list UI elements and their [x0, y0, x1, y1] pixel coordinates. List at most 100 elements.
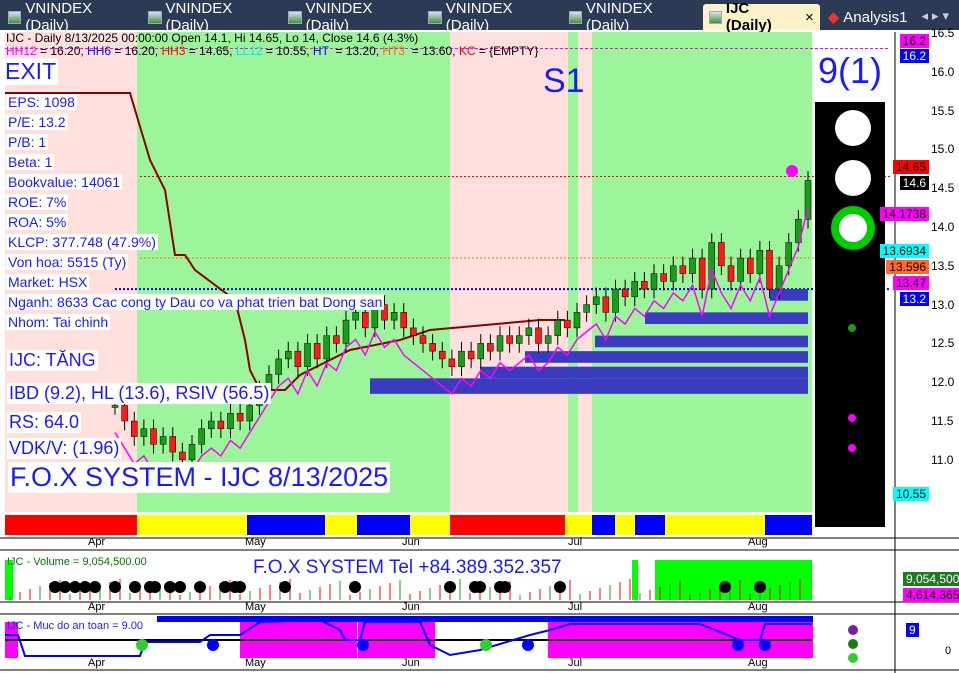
candle: [718, 242, 725, 267]
candle: [804, 180, 812, 220]
price-tag: 16.2: [899, 49, 929, 63]
tab-label: VNINDEX (Daily): [305, 0, 373, 34]
indicator-dot: [848, 324, 856, 332]
support-zone: [645, 312, 808, 324]
ohlc-header: IJC - Daily 8/13/2025 00:00:00 Open 14.1…: [6, 31, 419, 45]
candle: [439, 350, 446, 360]
month-label: Jun: [402, 657, 420, 669]
volume-marker: [349, 581, 361, 593]
volume-marker: [444, 581, 456, 593]
volume-title: IJC - Volume = 9,054,500.00: [7, 556, 147, 568]
watermark: F.O.X SYSTEM - IJC 8/13/2025: [8, 462, 391, 493]
chart-window[interactable]: Apr May Jun Jul Aug Apr May Jun Jul Aug Apr May Jun J…: [0, 26, 959, 673]
candle: [352, 312, 359, 321]
volume-ma-tag: 4,614,365: [903, 588, 959, 602]
tab-vnindex-5[interactable]: VNINDEX (Daily): [563, 0, 701, 34]
level-text: HH12: [6, 44, 37, 58]
trend-color-bar: [325, 515, 357, 535]
candle: [727, 265, 735, 282]
month-label: Jun: [402, 601, 420, 613]
trailing-stop-line: [5, 92, 565, 391]
candle: [429, 343, 436, 352]
tab-nav-arrows[interactable]: ◂▸▾: [921, 8, 954, 23]
volume-highlight: [655, 560, 812, 600]
fundamental-item: P/B: 1: [6, 134, 49, 150]
candle: [496, 335, 504, 352]
zone-band: [568, 32, 578, 512]
candle: [342, 319, 350, 344]
candle: [131, 420, 138, 437]
tab-label: VNINDEX (Daily): [585, 0, 653, 34]
candle: [583, 304, 590, 313]
candle: [679, 265, 687, 274]
level-text: HH6: [87, 44, 112, 58]
volume-highlight: [632, 560, 638, 600]
price-tag: 13.47: [892, 276, 929, 290]
candle: [785, 242, 792, 267]
chart-icon: [428, 10, 442, 24]
candle: [179, 451, 186, 461]
close-tab-icon[interactable]: ×: [804, 8, 814, 26]
zone-band: [450, 32, 568, 512]
price-chart[interactable]: Apr May Jun Jul Aug Apr May Jun Jul Aug Apr May Jun J…: [0, 30, 959, 673]
level-text: = {EMPTY}: [475, 44, 539, 58]
volume-marker: [164, 581, 176, 593]
status-item: VDK/V: (1.96): [7, 438, 122, 459]
volume-marker: [234, 581, 246, 593]
fundamental-item: EPS: 1098: [6, 94, 77, 110]
candle: [313, 343, 321, 360]
month-label: May: [245, 536, 266, 548]
levels-header: HH12 = 16.20, HH6 = 16.20, HH3 = 14.65, …: [6, 44, 539, 58]
tab-vnindex-4[interactable]: VNINDEX (Daily): [422, 0, 560, 34]
volume-marker: [69, 581, 81, 593]
candle: [198, 428, 205, 445]
volume-marker: [474, 581, 486, 593]
trend-color-bar: [765, 515, 812, 535]
volume-marker: [129, 581, 141, 593]
fundamental-item: Market: HSX: [6, 274, 90, 290]
support-zone: [770, 289, 808, 301]
chart-icon: [568, 10, 582, 24]
safety-marker: [136, 639, 148, 651]
tab-vnindex-2[interactable]: VNINDEX (Daily): [142, 0, 280, 34]
candle: [795, 218, 802, 243]
candle: [506, 335, 513, 344]
candle: [564, 319, 571, 329]
candle: [159, 436, 167, 445]
light-off: [835, 160, 871, 196]
score-label: 9(1): [818, 50, 883, 91]
tab-analysis1[interactable]: ◆ Analysis1: [822, 4, 914, 30]
light-green: [831, 206, 875, 250]
volume-marker: [174, 581, 186, 593]
tab-vnindex-3[interactable]: VNINDEX (Daily): [282, 0, 420, 34]
trend-color-bar: [5, 515, 137, 535]
level-text: = 10.55,: [262, 44, 313, 58]
tab-vnindex-1[interactable]: VNINDEX (Daily): [2, 0, 140, 34]
candle: [698, 257, 706, 290]
safety-bar: [157, 616, 813, 622]
candle: [390, 312, 398, 321]
candle: [554, 319, 561, 336]
price-tag: 14.1738: [879, 207, 929, 221]
fundamental-item: Nganh: 8633 Cac cong ty Dau co va phat t…: [6, 294, 385, 310]
month-label: Apr: [88, 601, 105, 613]
exit-signal: EXIT: [3, 58, 59, 85]
price-tick: 16.5: [931, 26, 955, 40]
tab-label: VNINDEX (Daily): [25, 0, 93, 34]
safety-marker: [759, 639, 771, 651]
price-tag: 14.6: [899, 176, 929, 190]
trend-color-bar: [357, 515, 410, 535]
candle: [660, 273, 667, 282]
trend-color-bar: [247, 515, 325, 535]
support-zone: [525, 351, 808, 363]
candle: [333, 335, 340, 344]
tab-label: Analysis1: [843, 8, 908, 26]
volume-tag: 9,054,500: [903, 572, 959, 586]
volume-marker: [719, 581, 731, 593]
candle: [227, 412, 234, 430]
candle: [458, 350, 465, 367]
fundamental-item: Beta: 1: [6, 154, 55, 170]
month-label: Apr: [88, 536, 105, 548]
safety-marker: [732, 639, 744, 651]
tab-ijc[interactable]: IJC (Daily) ×: [702, 0, 820, 34]
